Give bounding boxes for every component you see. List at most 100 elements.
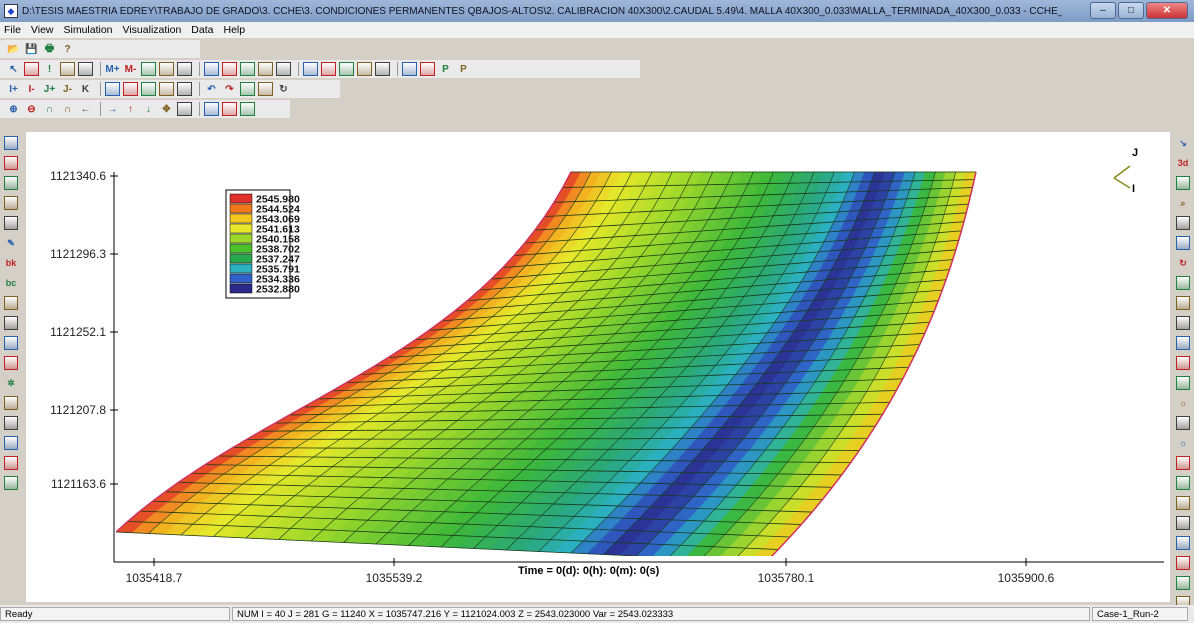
element-icon[interactable] (258, 62, 273, 76)
bracket-icon[interactable] (1176, 456, 1190, 470)
line-icon[interactable] (1176, 376, 1190, 390)
vector-icon[interactable] (4, 396, 18, 410)
alert-icon[interactable]: ! (47, 63, 52, 75)
node-icon[interactable] (240, 62, 255, 76)
export-icon[interactable] (402, 62, 417, 76)
i-plus-icon[interactable]: I+ (9, 83, 18, 95)
bc-icon[interactable]: bc (5, 278, 17, 288)
p-outline-icon[interactable]: P (460, 63, 467, 75)
menu-help[interactable]: Help (223, 24, 246, 36)
layer-icon[interactable] (357, 62, 372, 76)
j-minus-icon[interactable]: J- (63, 83, 72, 95)
chart-icon[interactable] (1176, 356, 1190, 370)
palette2-icon[interactable] (4, 456, 18, 470)
frame-icon[interactable] (339, 62, 354, 76)
snow-icon[interactable]: ✲ (7, 377, 15, 388)
cols-icon[interactable] (177, 82, 192, 96)
palette-icon[interactable] (4, 436, 18, 450)
redo-icon[interactable]: ↷ (225, 83, 234, 95)
i-jump-icon[interactable] (123, 82, 138, 96)
j-plus-icon[interactable]: J+ (43, 83, 56, 95)
stack-icon[interactable] (1176, 176, 1190, 190)
contour-icon[interactable] (159, 62, 174, 76)
mesh-icon[interactable] (24, 62, 39, 76)
scale-icon[interactable] (204, 102, 219, 116)
box-icon[interactable] (375, 62, 390, 76)
menu-visualization[interactable]: Visualization (122, 24, 182, 36)
m-minus-icon[interactable]: M- (124, 63, 137, 75)
sun-icon[interactable]: ☼ (1178, 398, 1188, 408)
undo-icon[interactable]: ↶ (207, 83, 216, 95)
help-icon[interactable]: ? (64, 43, 71, 55)
arrow-down-icon[interactable]: ↓ (146, 103, 151, 115)
bracket2-icon[interactable] (1176, 476, 1190, 490)
open-file-icon[interactable]: 📂 (7, 43, 20, 55)
sun2-icon[interactable]: ☼ (1178, 438, 1188, 448)
k-icon[interactable]: K (81, 83, 90, 95)
point-icon[interactable] (303, 62, 318, 76)
i-minus-icon[interactable]: I- (28, 83, 35, 95)
box-icon[interactable] (4, 196, 18, 210)
j-jump-icon[interactable] (141, 82, 156, 96)
menu-data[interactable]: Data (191, 24, 214, 36)
arrow-right-icon[interactable]: → (107, 103, 118, 115)
arc2-icon[interactable]: ∩ (63, 103, 72, 115)
pan-icon[interactable]: ✥ (162, 103, 171, 115)
table-icon[interactable] (4, 296, 18, 310)
section-icon[interactable] (222, 62, 237, 76)
line-tool-icon[interactable] (105, 82, 120, 96)
arrow-icon[interactable]: ↘ (1179, 137, 1187, 148)
profile-icon[interactable] (204, 62, 219, 76)
boundary-icon[interactable] (276, 62, 291, 76)
color-icon[interactable] (1176, 296, 1190, 310)
rotate-icon[interactable]: ↻ (279, 83, 288, 95)
display-icon[interactable] (141, 62, 156, 76)
arc-icon[interactable]: ∩ (45, 103, 54, 115)
arrow-up-icon[interactable]: ↑ (128, 103, 133, 115)
close-button[interactable]: ✕ (1146, 2, 1188, 19)
data-icon[interactable] (4, 356, 18, 370)
line-icon[interactable] (321, 62, 336, 76)
menu-view[interactable]: View (30, 24, 54, 36)
tools-icon[interactable] (1176, 516, 1190, 530)
print-icon[interactable]: 🖶 (44, 42, 55, 54)
fit-icon[interactable] (177, 102, 192, 116)
box-icon[interactable] (1176, 216, 1190, 230)
chart-icon[interactable] (4, 316, 18, 330)
rotate-icon[interactable]: ↻ (1179, 257, 1187, 268)
grid-icon[interactable] (4, 216, 18, 230)
p-icon[interactable]: P (442, 63, 449, 75)
node-icon[interactable] (4, 156, 18, 170)
import-icon[interactable] (420, 62, 435, 76)
window-icon[interactable] (222, 102, 237, 116)
menu-file[interactable]: File (4, 24, 21, 36)
brick-icon[interactable] (1176, 536, 1190, 550)
palette3-icon[interactable] (4, 476, 18, 490)
rows-icon[interactable] (159, 82, 174, 96)
doc-icon[interactable] (4, 336, 18, 350)
contour-icon[interactable] (4, 416, 18, 430)
m-plus-icon[interactable]: M+ (105, 63, 120, 75)
table-icon[interactable] (60, 62, 75, 76)
save-icon[interactable]: 💾 (25, 43, 38, 55)
frame-view-icon[interactable] (240, 102, 255, 116)
minimize-button[interactable]: – (1090, 2, 1116, 19)
bk-icon[interactable]: bk (5, 258, 17, 268)
copy-icon[interactable] (240, 82, 255, 96)
plot-icon[interactable] (1176, 416, 1190, 430)
square-icon[interactable] (1176, 276, 1190, 290)
frame-icon[interactable] (1176, 336, 1190, 350)
zoom-out-icon[interactable]: ⊖ (27, 103, 36, 115)
plot-canvas[interactable]: 1121340.6 1121296.3 1121252.1 1121207.8 1121… (26, 132, 1170, 602)
grid-icon[interactable] (1176, 236, 1190, 250)
menu-simulation[interactable]: Simulation (63, 24, 113, 36)
maximize-button[interactable]: □ (1118, 2, 1144, 19)
arrow-left-icon[interactable]: ← (80, 103, 91, 115)
vector-icon[interactable] (177, 62, 192, 76)
search-icon[interactable]: ⌕ (1180, 197, 1186, 208)
mesh-plot[interactable]: 1121340.6 1121296.3 1121252.1 1121207.8 1121… (26, 132, 1170, 602)
panel-icon[interactable] (1176, 316, 1190, 330)
card-icon[interactable] (1176, 576, 1190, 590)
flower-icon[interactable] (1176, 496, 1190, 510)
paste-icon[interactable] (258, 82, 273, 96)
